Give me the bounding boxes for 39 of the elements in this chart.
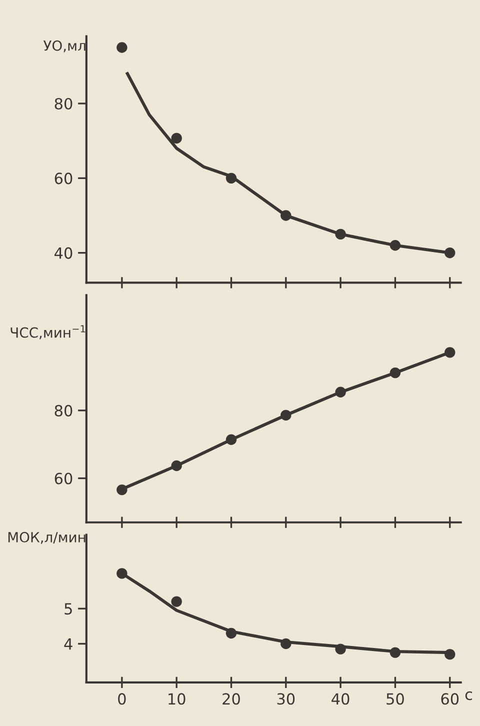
y-tick-label: 60 [54, 472, 72, 484]
x-tick-label: 40 [332, 693, 350, 705]
y-tick-label: 80 [54, 98, 72, 110]
point [280, 638, 292, 650]
point [226, 172, 237, 184]
point [390, 367, 401, 378]
x-tick-label: 50 [386, 693, 404, 705]
y-tick-label: 5 [64, 603, 72, 615]
point [280, 410, 292, 421]
point [390, 240, 401, 251]
point [444, 347, 456, 358]
x-tick-label: 0 [118, 693, 126, 705]
point [444, 247, 456, 258]
point [444, 648, 456, 660]
point [116, 568, 128, 579]
x-tick-label: 10 [168, 693, 186, 705]
point [226, 434, 237, 445]
point [226, 628, 237, 639]
y-axis-title: ЧСС,мин$^{−1}$ [10, 325, 86, 340]
point [116, 484, 128, 496]
point [390, 647, 401, 658]
point [171, 132, 182, 144]
x-tick-label: 20 [222, 693, 240, 705]
y-axis-title: МОК,л/мин [8, 532, 86, 544]
point [171, 460, 182, 472]
y-tick-label: 60 [54, 172, 72, 184]
point [280, 210, 292, 221]
x-axis-title: с [465, 691, 472, 700]
x-tick-label: 30 [277, 693, 295, 705]
y-tick-label: 80 [54, 404, 72, 416]
point [116, 42, 128, 53]
point [171, 596, 182, 607]
point [335, 228, 346, 240]
y-tick-label: 4 [64, 638, 72, 650]
x-tick-label: 60 [441, 693, 459, 705]
point [335, 386, 346, 398]
point [335, 644, 346, 654]
y-tick-label: 40 [54, 247, 72, 259]
y-axis-title: УО,мл [43, 40, 86, 52]
